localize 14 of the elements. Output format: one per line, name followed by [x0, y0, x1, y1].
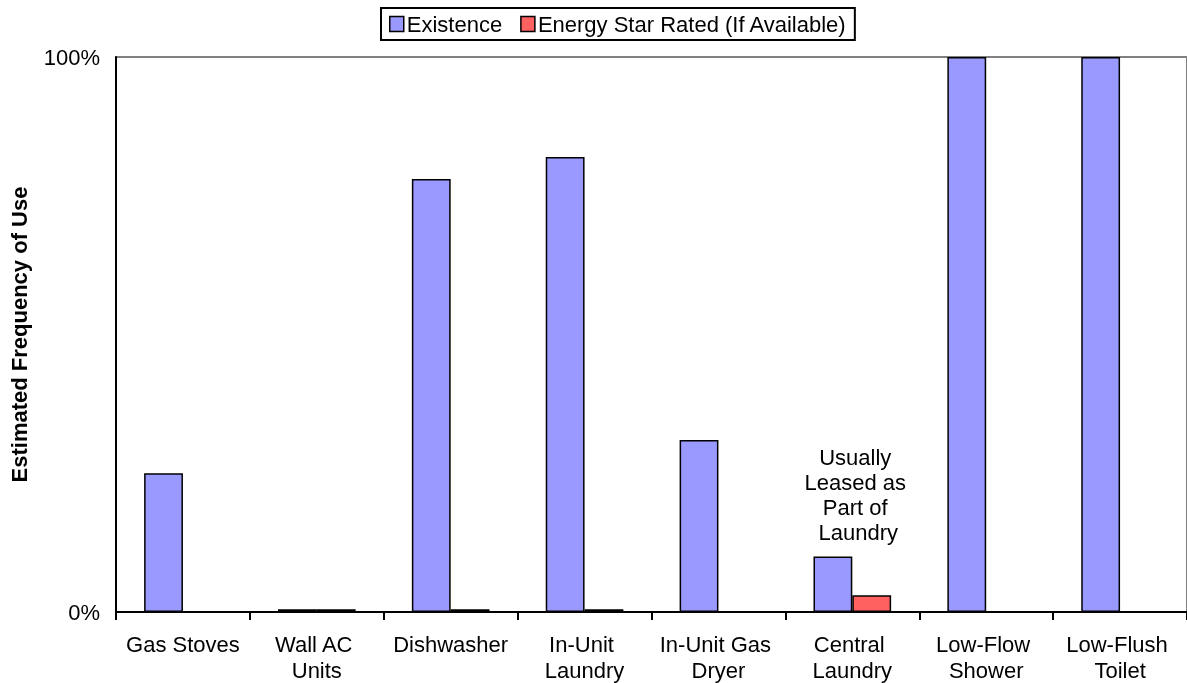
y-axis-title: Estimated Frequency of Use: [6, 186, 32, 483]
y-tick-label: 0%: [68, 599, 100, 625]
x-tick-label: Wall AC Units: [275, 631, 359, 683]
x-tick-label: Gas Stoves: [126, 631, 240, 657]
x-tick-label: Dishwasher: [393, 631, 509, 657]
x-tick-label: Central Laundry: [812, 631, 893, 683]
x-tick-label: Low-Flush Toilet: [1066, 631, 1174, 683]
x-tick-label: Low-Flow Shower: [936, 631, 1037, 683]
legend-label: Energy Star Rated (If Available): [537, 11, 846, 37]
legend-label: Existence: [406, 11, 503, 37]
annotation: Usually Leased as Part of Laundry: [804, 444, 913, 545]
y-tick-label: 100%: [43, 44, 100, 70]
x-tick-label: In-Unit Gas Dryer: [659, 631, 778, 683]
x-tick-label: In-Unit Laundry: [544, 631, 625, 683]
